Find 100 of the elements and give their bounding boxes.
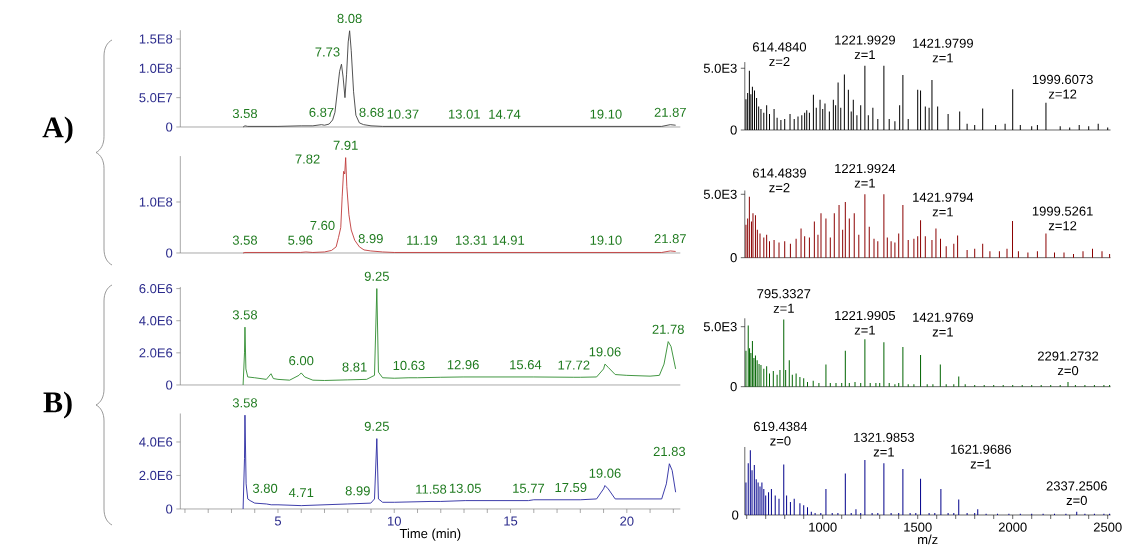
annotation: 7.60: [310, 220, 335, 230]
x-axis-title: m/z: [918, 534, 938, 545]
y-tick-label: 2.0E6: [139, 470, 173, 481]
annotation: 5.96: [288, 235, 313, 245]
annotation: z=12: [1048, 89, 1077, 99]
y-tick-label: 0: [166, 122, 173, 132]
annotation: 1999.6073: [1032, 74, 1093, 85]
y-tick-label: 6.0E6: [139, 283, 173, 294]
annotation: 1421.9794: [913, 192, 974, 202]
annotation: 12.96: [447, 360, 479, 370]
annotation: 21.87: [654, 234, 686, 244]
annotation: 11.58: [416, 484, 447, 494]
annotation: 7.82: [295, 154, 320, 164]
x-tick-label: 1000: [809, 522, 837, 532]
y-tick-label: 1.5E8: [139, 34, 173, 44]
annotation: 8.08: [337, 13, 362, 24]
annotation: 17.72: [558, 360, 590, 370]
x-tick-label: 2000: [998, 522, 1027, 532]
annotation: 1221.9929: [835, 35, 895, 45]
y-tick-label: 0: [730, 253, 737, 263]
annotation: 614.4839: [753, 168, 806, 178]
annotation: 21.83: [653, 446, 686, 457]
y-tick-label: 4.0E6: [139, 437, 173, 447]
annotation: 19.10: [590, 235, 622, 245]
annotation: z=1: [854, 178, 875, 188]
text: A): [42, 116, 73, 144]
y-tick-label: 0: [166, 248, 173, 258]
annotation: 3.58: [232, 108, 258, 119]
x-tick-label: 20: [620, 516, 634, 526]
annotation: 1221.9924: [835, 163, 896, 174]
annotation: 7.73: [315, 47, 340, 57]
annotation: z=0: [1066, 495, 1087, 506]
y-tick-label: 2.0E6: [139, 348, 173, 358]
y-tick-label: 0: [166, 504, 173, 514]
annotation: 1321.9853: [854, 432, 915, 442]
annotation: 7.91: [333, 140, 358, 150]
annotation: 2291.2732: [1037, 351, 1099, 361]
y-tick-label: 5.0E3: [703, 63, 737, 73]
annotation: 11.19: [407, 235, 438, 245]
annotation: 1421.9799: [913, 38, 973, 48]
annotation: z=1: [932, 327, 953, 337]
annotation: 614.4840: [753, 42, 807, 52]
annotation: 13.05: [449, 483, 481, 493]
annotation: 8.99: [345, 486, 370, 496]
annotation: 1221.9905: [835, 310, 896, 321]
y-tick-label: 1.0E8: [139, 63, 173, 73]
annotation: 19.10: [590, 109, 622, 119]
annotation: 14.74: [489, 109, 521, 119]
annotation: 6.87: [309, 107, 334, 117]
annotation: z=1: [932, 53, 953, 63]
x-tick-label: 10: [388, 516, 401, 526]
annotation: 10.37: [387, 109, 419, 119]
annotation: z=1: [854, 50, 875, 60]
annotation: 9.25: [364, 271, 389, 281]
annotation: 19.06: [589, 347, 621, 357]
annotation: 8.99: [358, 234, 383, 244]
annotation: 13.01: [448, 109, 480, 119]
annotation: 1999.5261: [1032, 206, 1093, 216]
annotation: 15.77: [513, 483, 545, 493]
annotation: z=2: [769, 183, 790, 193]
text: B): [43, 391, 72, 419]
x-axis-title: Time (min): [399, 528, 461, 541]
annotation: 1421.9769: [913, 312, 973, 322]
annotation: 19.06: [589, 468, 621, 478]
x-tick-label: 2500: [1093, 522, 1122, 532]
annotation: 2337.2506: [1046, 481, 1107, 491]
x-tick-label: 5: [274, 516, 282, 526]
annotation: 3.58: [232, 310, 258, 320]
annotation: z=1: [970, 459, 991, 469]
annotation: 4.71: [288, 488, 314, 498]
annotation: 8.81: [342, 362, 367, 372]
annotation: z=1: [854, 325, 875, 335]
annotation: 17.59: [555, 482, 587, 493]
annotation: z=0: [1057, 365, 1079, 376]
annotation: 619.4384: [753, 421, 808, 432]
y-tick-label: 4.0E6: [139, 316, 173, 326]
annotation: z=2: [769, 56, 790, 67]
annotation: 14.91: [493, 235, 525, 245]
annotation: 3.80: [252, 483, 278, 493]
x-tick-label: 15: [504, 516, 518, 526]
y-tick-label: 5.0E3: [703, 189, 737, 199]
annotation: 3.58: [232, 235, 258, 245]
y-tick-label: 0: [730, 382, 737, 392]
annotation: z=1: [873, 447, 894, 457]
annotation: z=1: [773, 303, 794, 313]
annotation: 10.63: [393, 360, 425, 371]
annotation: 13.31: [455, 235, 487, 245]
y-tick-label: 0: [730, 125, 737, 135]
annotation: 9.25: [364, 421, 389, 431]
x-tick-label: 1500: [904, 522, 932, 532]
annotation: 3.58: [232, 398, 258, 408]
annotation: 15.64: [510, 360, 542, 370]
annotation: z=0: [770, 436, 791, 446]
y-tick-label: 5.0E3: [703, 322, 737, 332]
annotation: z=1: [932, 207, 953, 217]
annotation: 6.00: [289, 356, 314, 366]
annotation: 21.87: [654, 107, 686, 117]
annotation: 795.3327: [757, 289, 811, 299]
annotation: 8.68: [359, 107, 384, 117]
annotation: z=12: [1048, 221, 1077, 231]
